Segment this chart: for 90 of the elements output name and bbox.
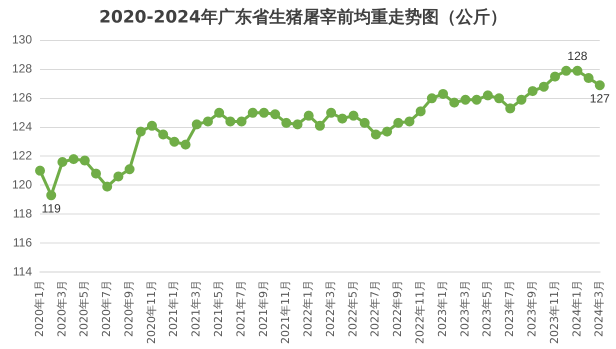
point [192,119,202,130]
y-tick-label: 120 [12,177,32,192]
data-label: 127 [590,92,610,106]
x-tick-label: 2022年7月 [368,280,382,338]
point [505,103,516,114]
point [68,154,79,164]
point [80,156,90,166]
point [426,93,437,104]
point [292,119,303,130]
point [258,108,269,118]
point [236,116,247,126]
point [393,118,404,128]
x-tick-label: 2023年3月 [458,280,472,338]
x-tick-label: 2024年1月 [570,280,584,338]
point [561,66,572,76]
point [169,136,180,147]
point [516,94,526,105]
point [337,114,348,124]
x-tick-label: 2021年9月 [256,280,270,338]
x-tick-label: 2021年11月 [279,280,292,344]
point [472,94,482,105]
point [136,126,146,137]
point [225,116,236,126]
x-tick-label: 2020年1月 [32,280,46,338]
x-tick-label: 2022年5月 [346,280,360,338]
point [528,86,538,96]
point [449,98,460,108]
point [248,108,258,118]
x-tick-label: 2021年7月 [234,280,248,338]
y-tick-label: 126 [12,90,32,105]
x-tick-label: 2022年3月 [324,280,337,338]
x-tick-label: 2020年3月 [55,280,68,338]
x-tick-label: 2022年11月 [414,280,427,344]
x-tick-label: 2020年5月 [78,280,91,338]
x-tick-label: 2023年11月 [548,280,561,344]
x-tick-label: 2021年3月 [190,280,203,338]
point [360,118,370,128]
x-tick-label: 2021年5月 [212,280,226,338]
y-tick-label: 124 [12,120,32,134]
point [91,168,101,179]
point [348,110,358,121]
x-tick-label: 2020年9月 [122,280,136,338]
x-tick-label: 2023年1月 [436,280,449,338]
x-tick-label: 2020年11月 [144,280,158,344]
point [404,116,414,126]
y-tick-label: 118 [12,206,32,220]
x-tick-label: 2022年9月 [391,280,404,338]
point [57,156,68,167]
point [584,73,594,84]
point [416,106,426,116]
data-label: 119 [42,202,62,216]
point [482,90,493,100]
point [146,120,157,131]
data-label: 128 [567,49,588,64]
point [113,171,124,182]
x-tick-label: 2023年9月 [525,280,538,338]
point [214,108,224,118]
y-tick-label: 130 [12,32,32,47]
y-tick-label: 122 [12,148,32,163]
point [158,129,168,140]
point [438,88,448,99]
point [572,66,582,76]
point [124,164,135,174]
point [494,93,504,104]
point [180,140,191,150]
x-tick-label: 2023年5月 [480,280,494,338]
point [102,182,112,192]
point [270,109,280,120]
point [281,118,292,128]
x-tick-label: 2023年7月 [503,280,516,338]
chart-title: 2020-2024年广东省生猪屠宰前均重走势图（公斤） [99,8,507,28]
point [202,116,213,126]
x-tick-label: 2024年3月 [592,280,606,338]
point [538,82,549,92]
point [314,120,325,131]
x-tick-label: 2020年7月 [100,280,114,338]
x-tick-label: 2022年1月 [302,280,315,338]
point [460,94,470,105]
point [550,72,560,82]
y-tick-label: 114 [12,264,32,278]
point [35,166,46,176]
x-tick-label: 2021年1月 [167,280,180,338]
point [326,108,336,118]
y-tick-label: 128 [12,62,32,76]
point [594,80,605,90]
point [46,190,56,200]
point [382,126,392,137]
y-tick-label: 116 [12,235,32,250]
point [370,129,381,140]
point [304,110,314,121]
